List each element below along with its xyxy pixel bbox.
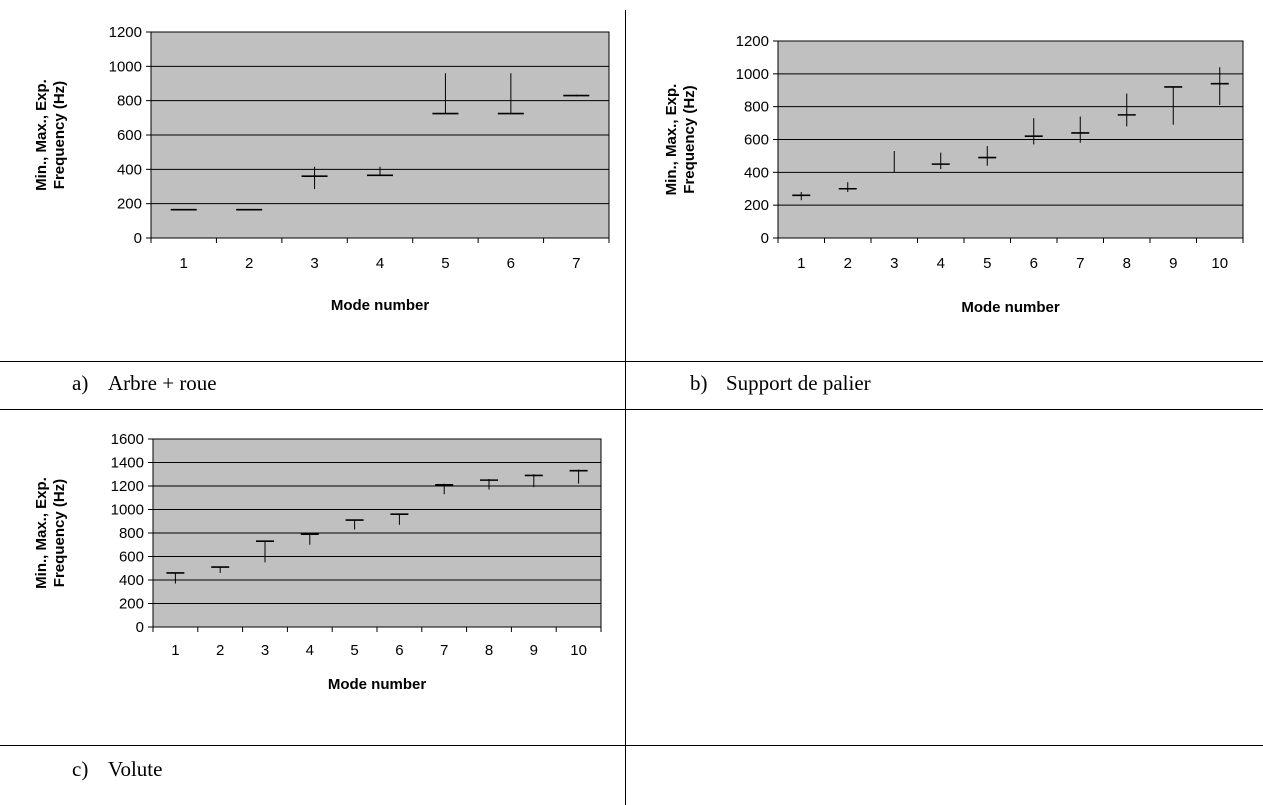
x-axis-title: Mode number (961, 299, 1059, 316)
y-tick-label: 200 (117, 196, 142, 213)
caption-c: c) Volute (72, 757, 162, 782)
caption-c-text: Volute (108, 757, 163, 781)
y-tick-label: 0 (134, 230, 142, 247)
x-tick-label: 6 (507, 255, 515, 272)
x-tick-label: 1 (171, 642, 179, 659)
x-tick-label: 8 (485, 642, 493, 659)
y-axis-title-line: Min., Max., Exp. (663, 84, 680, 196)
y-tick-label: 800 (744, 99, 769, 116)
y-tick-label: 600 (119, 549, 144, 566)
x-axis-title: Mode number (331, 297, 429, 314)
x-tick-label: 3 (261, 642, 269, 659)
y-tick-label: 1200 (111, 478, 144, 495)
y-tick-label: 1200 (736, 33, 769, 50)
y-tick-label: 1000 (736, 66, 769, 83)
y-axis-title-line: Min., Max., Exp. (33, 79, 50, 191)
y-tick-label: 200 (119, 596, 144, 613)
row-divider-top (0, 361, 1263, 362)
x-tick-label: 7 (1076, 255, 1084, 272)
y-tick-label: 800 (119, 525, 144, 542)
y-tick-label: 800 (117, 93, 142, 110)
chart-support-de-palier: 0 200 400 600 800 1000 1200 1 2 3 4 5 6 7 8 9 10 Mode num… (663, 33, 1244, 316)
x-tick-label: 5 (983, 255, 991, 272)
y-tick-label: 400 (117, 161, 142, 178)
y-axis-title-line: Frequency (Hz) (51, 479, 68, 587)
chart-arbre-roue: 0 200 400 600 800 1000 1200 1 2 3 4 5 6 7 Mode number M… (33, 24, 610, 314)
caption-b-text: Support de palier (726, 371, 871, 395)
caption-b-number: b) (690, 371, 708, 395)
x-tick-label: 5 (350, 642, 358, 659)
x-tick-label: 4 (937, 255, 945, 272)
x-tick-label: 7 (572, 255, 580, 272)
x-tick-label: 5 (441, 255, 449, 272)
x-tick-label: 2 (844, 255, 852, 272)
x-tick-label: 3 (890, 255, 898, 272)
x-tick-label: 2 (245, 255, 253, 272)
row-divider-bottom (0, 745, 1263, 746)
y-tick-label: 600 (744, 132, 769, 149)
x-tick-label: 10 (1211, 255, 1228, 272)
x-tick-label: 2 (216, 642, 224, 659)
y-tick-label: 1600 (111, 431, 144, 448)
caption-a: a) Arbre + roue (72, 371, 217, 396)
y-tick-label: 0 (136, 619, 144, 636)
x-tick-label: 6 (1030, 255, 1038, 272)
x-tick-label: 1 (797, 255, 805, 272)
x-axis-title: Mode number (328, 676, 426, 693)
y-axis-title-line: Frequency (Hz) (681, 85, 698, 193)
x-tick-label: 4 (306, 642, 314, 659)
y-tick-label: 1200 (109, 24, 142, 41)
x-tick-label: 8 (1123, 255, 1131, 272)
chart-volute: 0 200 400 600 800 1000 1200 1400 1600 1 2 3 4 5 6 7 8 9 10… (33, 431, 602, 693)
x-tick-label: 1 (180, 255, 188, 272)
y-tick-label: 1000 (111, 502, 144, 519)
y-tick-label: 0 (761, 230, 769, 247)
x-tick-label: 7 (440, 642, 448, 659)
x-tick-label: 3 (310, 255, 318, 272)
y-tick-label: 200 (744, 197, 769, 214)
x-tick-label: 9 (1169, 255, 1177, 272)
caption-b: b) Support de palier (690, 371, 871, 396)
y-axis-title-line: Frequency (Hz) (51, 81, 68, 189)
y-tick-label: 400 (744, 164, 769, 181)
y-tick-label: 600 (117, 127, 142, 144)
caption-a-number: a) (72, 371, 89, 395)
row-divider-mid (0, 409, 1263, 410)
vertical-divider (625, 10, 626, 805)
x-tick-label: 6 (395, 642, 403, 659)
caption-c-number: c) (72, 757, 89, 781)
caption-a-text: Arbre + roue (108, 371, 217, 395)
x-tick-label: 4 (376, 255, 384, 272)
y-tick-label: 400 (119, 572, 144, 589)
x-tick-label: 10 (570, 642, 587, 659)
y-tick-label: 1000 (109, 58, 142, 75)
y-axis-title-line: Min., Max., Exp. (33, 477, 50, 589)
y-tick-label: 1400 (111, 455, 144, 472)
x-tick-label: 9 (530, 642, 538, 659)
